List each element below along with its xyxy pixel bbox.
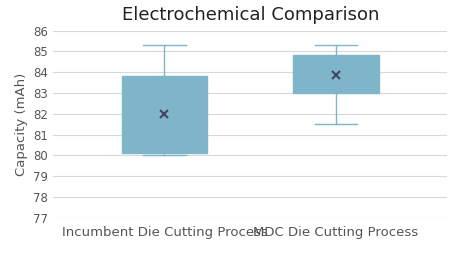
- PathPatch shape: [121, 76, 207, 153]
- Title: Electrochemical Comparison: Electrochemical Comparison: [121, 6, 379, 24]
- PathPatch shape: [293, 55, 379, 93]
- Y-axis label: Capacity (mAh): Capacity (mAh): [14, 73, 28, 176]
